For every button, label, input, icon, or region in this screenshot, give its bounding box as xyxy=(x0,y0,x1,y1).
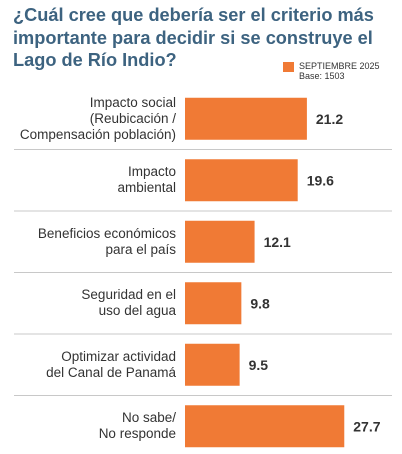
bar xyxy=(185,282,242,325)
data-label: 12.1 xyxy=(264,234,291,250)
bar xyxy=(185,343,240,386)
category-label: No sabe/ No responde xyxy=(98,410,176,442)
category-label: Impacto ambiental xyxy=(117,164,176,196)
data-label: 21.2 xyxy=(316,111,343,127)
bar xyxy=(185,159,298,202)
legend-base: Base: 1503 xyxy=(299,71,345,81)
bar xyxy=(185,220,255,263)
category-label: Beneficios económicos para el país xyxy=(37,225,176,257)
chart-title: ¿Cuál cree que debería ser el criterio m… xyxy=(13,5,374,70)
data-label: 9.8 xyxy=(250,295,270,311)
legend-label: SEPTIEMBRE 2025 xyxy=(299,61,380,71)
legend-swatch xyxy=(283,62,294,72)
bar xyxy=(185,405,345,448)
category-label: Seguridad en el uso del agua xyxy=(81,287,176,319)
category-label: Optimizar actividad del Canal de Panamá xyxy=(46,348,176,380)
data-label: 19.6 xyxy=(307,172,334,188)
data-label: 9.5 xyxy=(249,357,269,373)
data-label: 27.7 xyxy=(353,418,380,434)
bar xyxy=(185,97,307,140)
category-label: Impacto social (Reubicación / Compensaci… xyxy=(19,94,176,142)
